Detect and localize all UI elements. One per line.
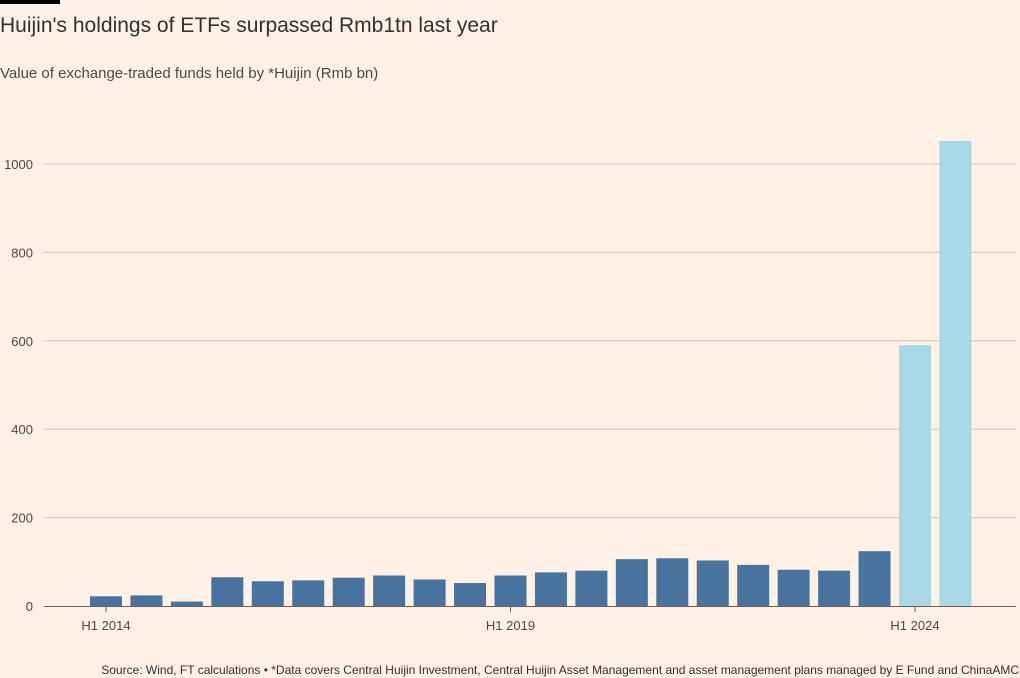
- x-tick-label: H1 2019: [486, 618, 535, 633]
- bar-h2-2015: [211, 577, 244, 606]
- bar-h1-2020: [575, 570, 608, 606]
- y-tick-label: 200: [11, 511, 33, 526]
- source-note: Source: Wind, FT calculations • *Data co…: [101, 663, 1019, 677]
- chart-subtitle: Value of exchange-traded funds held by *…: [0, 65, 379, 82]
- x-axis: H1 2014 H1 2019 H1 2024: [44, 606, 1016, 633]
- y-tick-label: 800: [11, 245, 33, 260]
- bar-h1-2014: [90, 596, 122, 606]
- bar-h1-2015: [170, 601, 203, 606]
- bar-h1-2022: [737, 564, 770, 606]
- gridlines: [44, 163, 1016, 519]
- bar-h2-2018: [454, 583, 487, 606]
- bar-h2-2021: [696, 560, 729, 606]
- x-tick-label: H1 2014: [81, 618, 130, 633]
- y-tick-label: 600: [11, 334, 33, 349]
- bar-h1-2019: [494, 575, 527, 606]
- y-tick-label: 0: [26, 599, 33, 614]
- bar-h2-2024: [939, 141, 972, 607]
- bar-h1-2017: [332, 577, 365, 606]
- bar-h2-2016: [292, 580, 325, 606]
- bars: [90, 141, 972, 607]
- bar-h1-2018: [413, 579, 446, 606]
- y-tick-label: 1000: [4, 157, 33, 172]
- bar-h2-2020: [615, 559, 648, 606]
- bar-h2-2023: [858, 551, 891, 606]
- bar-h1-2024: [899, 345, 931, 606]
- bar-h1-2021: [656, 558, 689, 606]
- brand-bar: [0, 0, 60, 4]
- bar-h1-2016: [251, 581, 284, 606]
- bar-h2-2017: [373, 575, 406, 606]
- bar-h2-2014: [130, 595, 163, 606]
- y-axis-labels: 0 200 400 600 800 1000: [4, 157, 33, 614]
- bar-h2-2022: [777, 569, 810, 606]
- bar-h2-2019: [534, 572, 567, 606]
- x-tick-label: H1 2024: [890, 618, 939, 633]
- chart-title: Huijin's holdings of ETFs surpassed Rmb1…: [0, 14, 498, 37]
- bar-h1-2023: [818, 570, 851, 606]
- y-tick-label: 400: [11, 422, 33, 437]
